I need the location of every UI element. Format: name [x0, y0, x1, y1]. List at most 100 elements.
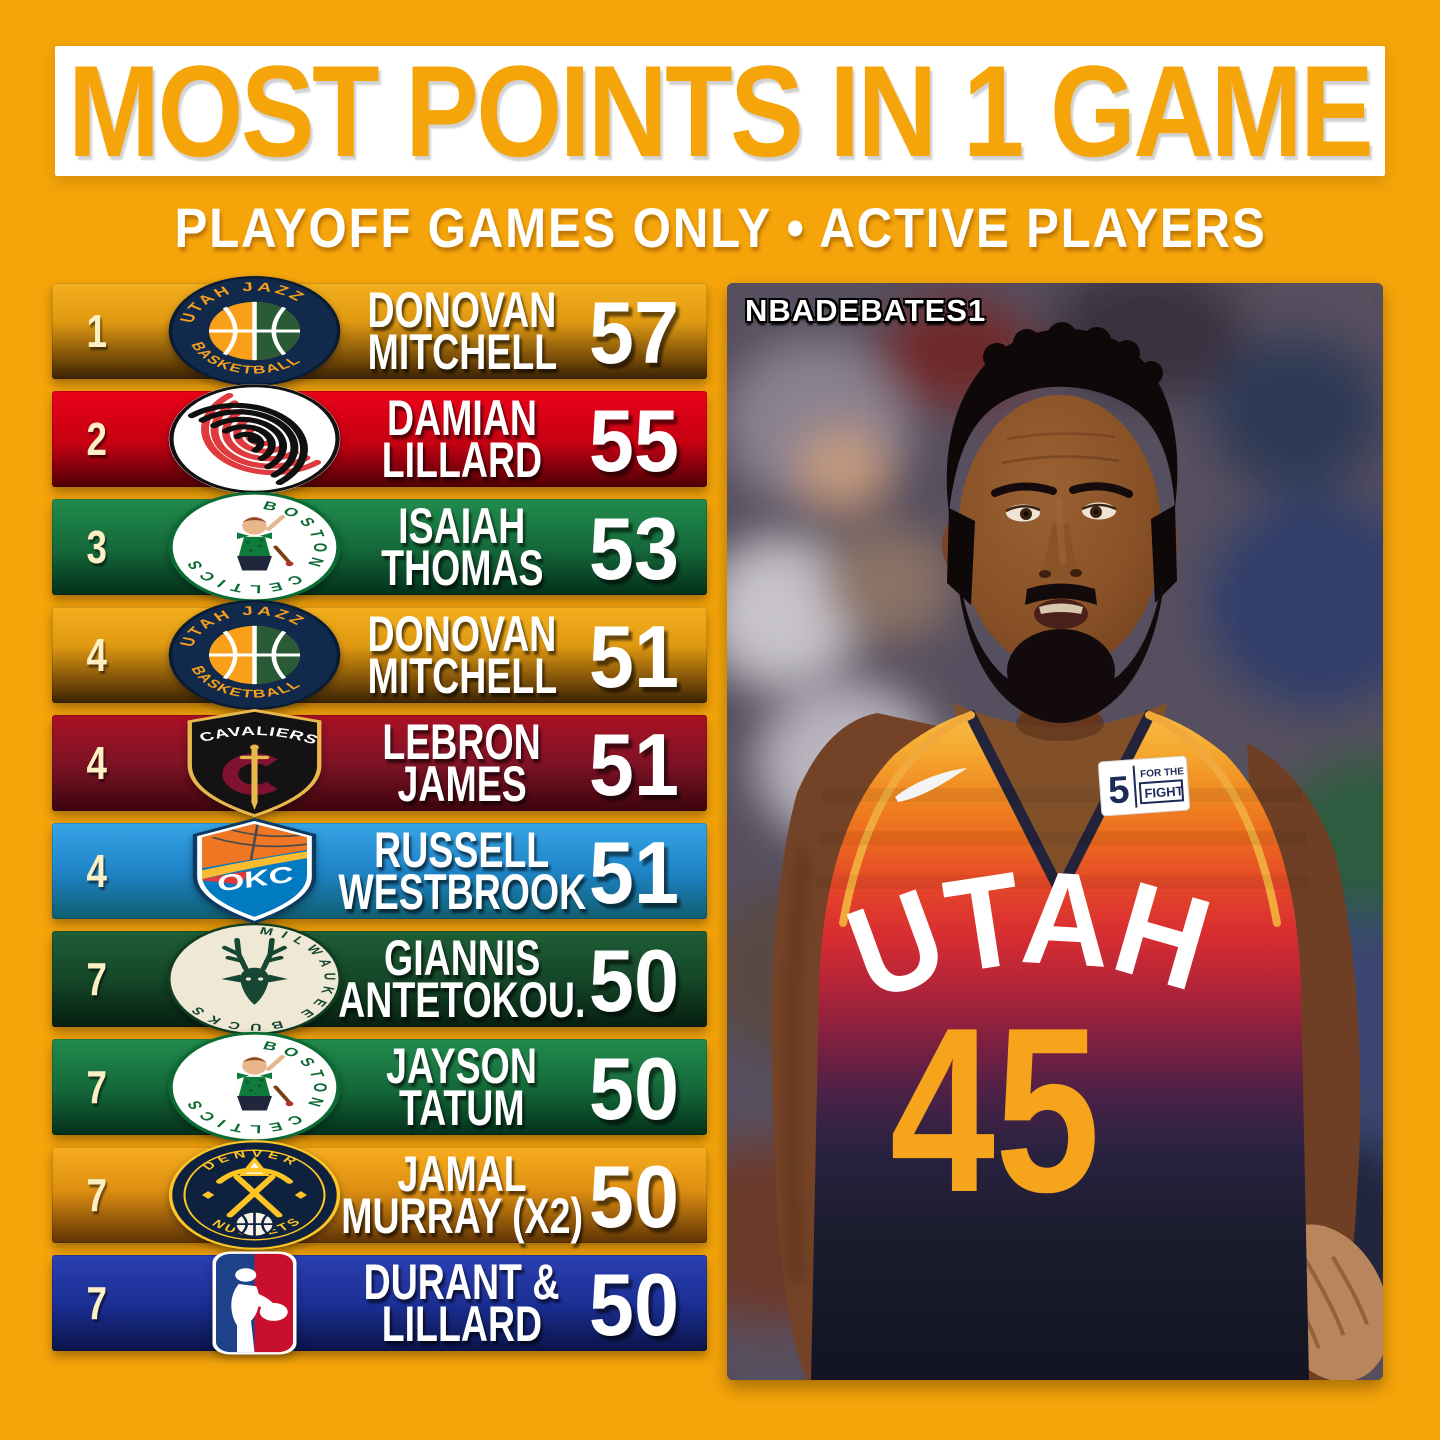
leaderboard-row-2: 2 DAMIAN LILLARD 55: [52, 391, 707, 487]
rank-label: 7: [62, 931, 132, 1027]
rank-value: 7: [86, 1061, 108, 1113]
player-name: JAMAL MURRAY (X2): [317, 1147, 607, 1243]
rank-value: 1: [86, 305, 108, 357]
player-name: DONOVAN MITCHELL: [317, 283, 607, 379]
rank-value: 7: [86, 1277, 108, 1329]
leaderboard-row-3: 3 ISAIAH THOMAS 53: [52, 499, 707, 595]
okc-thunder-logo-icon: [167, 815, 342, 927]
points-text: 53: [588, 499, 680, 598]
points-value: 51: [569, 715, 699, 814]
points-text: 50: [588, 1147, 680, 1246]
page-subtitle: PLAYOFF GAMES ONLY • ACTIVE PLAYERS: [173, 195, 1267, 259]
jersey-patch: 5 FOR THE FIGHT: [1097, 755, 1191, 817]
leaderboard-row-7: 7 GIANNIS ANTETOKOU. 50: [52, 931, 707, 1027]
points-value: 50: [569, 1255, 699, 1354]
player-name-line1: ISAIAH: [398, 498, 526, 554]
player-name-line1: JAYSON: [386, 1038, 538, 1094]
points-text: 51: [588, 823, 680, 922]
leaderboard-row-5: 4 LEBRON JAMES 51: [52, 715, 707, 811]
nike-swoosh-icon: [895, 768, 967, 802]
utah-jazz-logo-icon: [167, 599, 342, 711]
player-name-line1: JAMAL: [397, 1146, 527, 1202]
leaderboard-row-8: 7 JAYSON TATUM 50: [52, 1039, 707, 1135]
rank-label: 4: [62, 823, 132, 919]
player-name: ISAIAH THOMAS: [317, 499, 607, 595]
rank-value: 4: [86, 629, 108, 681]
celtics-logo-icon: [167, 1031, 342, 1143]
player-name-line2: LILLARD: [381, 1296, 543, 1352]
player-name: DONOVAN MITCHELL: [317, 607, 607, 703]
player-name-line2: TATUM: [399, 1080, 525, 1136]
player-name: DURANT & LILLARD: [317, 1255, 607, 1351]
player-name-line1: RUSSELL: [374, 822, 550, 878]
player-head: [942, 322, 1178, 723]
trail-blazers-logo-icon: [167, 383, 342, 495]
subtitle-bar: PLAYOFF GAMES ONLY • ACTIVE PLAYERS: [0, 195, 1440, 259]
points-value: 51: [569, 823, 699, 922]
player-name-line1: DONOVAN: [367, 606, 557, 662]
player-name: LEBRON JAMES: [317, 715, 607, 811]
rank-value: 4: [86, 845, 108, 897]
leaderboard-row-10: 7 DURANT & LILLARD 50: [52, 1255, 707, 1351]
celtics-logo-icon: [167, 491, 342, 603]
rank-value: 2: [86, 413, 108, 465]
player-name-line2: MITCHELL: [367, 648, 557, 704]
watermark-label: NBADEBATES1: [745, 293, 987, 328]
rank-label: 2: [62, 391, 132, 487]
page-title: MOST POINTS IN 1 GAME: [68, 38, 1374, 184]
patch-number-text: 5: [1107, 769, 1131, 812]
player-name-line2: ANTETOKOU.: [338, 972, 586, 1028]
cavaliers-logo-icon: [167, 707, 342, 819]
leaderboard-row-6: 4 RUSSELL WESTBROOK 51: [52, 823, 707, 919]
points-text: 51: [588, 715, 680, 814]
patch-line2-text: FIGHT: [1144, 783, 1184, 801]
player-name-line2: THOMAS: [380, 540, 544, 596]
player-name: JAYSON TATUM: [317, 1039, 607, 1135]
rank-label: 7: [62, 1147, 132, 1243]
leaderboard: 1 DONOVAN MITCHELL 57 2 DAMIAN LILLARD 5…: [52, 283, 707, 1353]
points-value: 55: [569, 391, 699, 490]
player-name-line2: LILLARD: [381, 432, 543, 488]
player-name-line1: DURANT &: [364, 1254, 560, 1310]
points-value: 50: [569, 1147, 699, 1246]
leaderboard-row-1: 1 DONOVAN MITCHELL 57: [52, 283, 707, 379]
points-text: 55: [588, 391, 680, 490]
points-value: 51: [569, 607, 699, 706]
player-name: GIANNIS ANTETOKOU.: [317, 931, 607, 1027]
nuggets-logo-icon: [167, 1139, 342, 1251]
rank-value: 7: [86, 1169, 108, 1221]
player-name-line2: MURRAY (X2): [341, 1188, 583, 1244]
rank-label: 4: [62, 715, 132, 811]
points-value: 50: [569, 1039, 699, 1138]
rank-label: 4: [62, 607, 132, 703]
jersey-number-text: 45: [890, 978, 1100, 1241]
points-text: 50: [588, 1255, 680, 1354]
player-name-line1: GIANNIS: [383, 930, 541, 986]
points-text: 51: [588, 607, 680, 706]
points-text: 57: [588, 283, 680, 382]
player-name-line2: JAMES: [397, 756, 527, 812]
rank-value: 3: [86, 521, 108, 573]
player-name: RUSSELL WESTBROOK: [317, 823, 607, 919]
nba-logo-icon: [167, 1247, 342, 1359]
player-name-line2: MITCHELL: [367, 324, 557, 380]
player-name-line1: DAMIAN: [386, 390, 537, 446]
player-name-line1: LEBRON: [382, 714, 542, 770]
leaderboard-row-4: 4 DONOVAN MITCHELL 51: [52, 607, 707, 703]
points-value: 53: [569, 499, 699, 598]
title-banner: MOST POINTS IN 1 GAME: [55, 38, 1385, 184]
player-photo: 5 FOR THE FIGHT UTAH 45: [727, 283, 1383, 1380]
leaderboard-row-9: 7 JAMAL MURRAY (X2) 50: [52, 1147, 707, 1243]
rank-label: 1: [62, 283, 132, 379]
points-value: 57: [569, 283, 699, 382]
utah-jazz-logo-icon: [167, 275, 342, 387]
player-name-line1: DONOVAN: [367, 282, 557, 338]
rank-label: 7: [62, 1039, 132, 1135]
rank-value: 4: [86, 737, 108, 789]
player-name: DAMIAN LILLARD: [317, 391, 607, 487]
points-text: 50: [588, 1039, 680, 1138]
points-value: 50: [569, 931, 699, 1030]
player-name-line2: WESTBROOK: [338, 864, 586, 920]
rank-value: 7: [86, 953, 108, 1005]
